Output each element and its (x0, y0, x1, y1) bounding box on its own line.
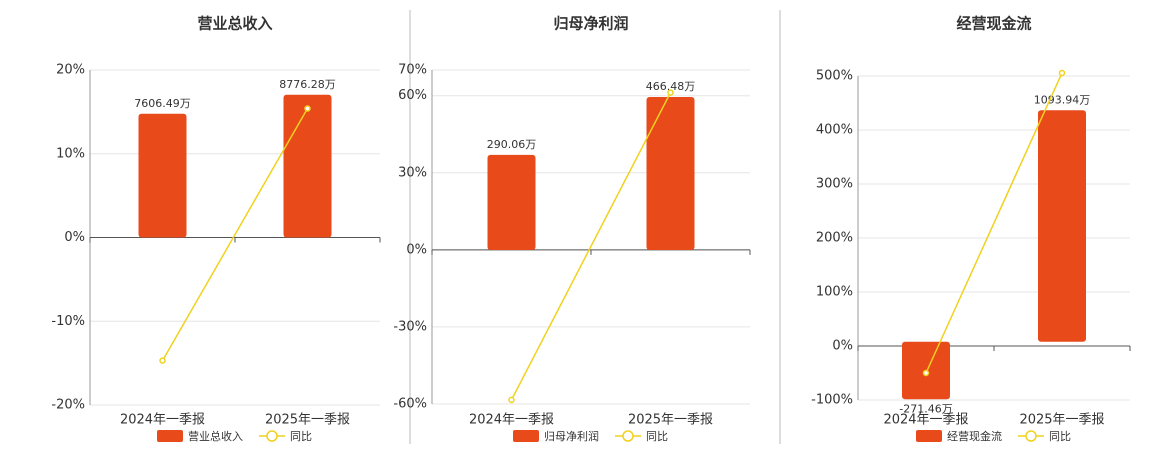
x-tick-label: 2024年一季报 (883, 413, 968, 428)
chart-title: 营业总收入 (197, 15, 272, 33)
bar (283, 94, 332, 238)
legend-label: 同比 (1049, 430, 1071, 443)
value-label: 466.48万 (646, 80, 696, 93)
legend-swatch (266, 430, 278, 442)
bar (1038, 110, 1086, 342)
legend-swatch (157, 430, 183, 442)
chart-title: 经营现金流 (956, 15, 1031, 33)
bar (138, 113, 187, 238)
yoy-line (510, 92, 672, 401)
y-tick-label: 400% (816, 123, 853, 138)
legend-swatch (916, 430, 942, 442)
yoy-point (922, 369, 930, 377)
y-tick-label: 70% (398, 63, 427, 78)
yoy-point (1058, 69, 1066, 77)
y-tick-label: -30% (393, 319, 427, 334)
y-tick-label: 20% (56, 63, 85, 78)
y-tick-label: 300% (816, 177, 853, 192)
yoy-point (159, 357, 166, 364)
yoy-point (304, 105, 311, 112)
bar (646, 97, 695, 250)
y-tick-label: -60% (393, 397, 427, 412)
legend-label: 同比 (646, 430, 668, 443)
yoy-line (161, 108, 309, 361)
yoy-point (508, 396, 515, 404)
legend-swatch (1025, 430, 1037, 442)
yoy-line (925, 72, 1063, 374)
y-tick-label: 60% (398, 88, 427, 103)
value-label: 8776.28万 (279, 78, 336, 91)
legend-label: 同比 (290, 430, 312, 443)
y-tick-label: -20% (51, 398, 85, 413)
value-label: -271.46万 (899, 402, 952, 415)
value-label: 290.06万 (487, 138, 537, 151)
x-tick-label: 2024年一季报 (120, 413, 205, 428)
value-label: 7606.49万 (134, 97, 191, 110)
bar (487, 154, 536, 250)
legend-swatch (513, 430, 539, 442)
y-tick-label: 0% (64, 230, 85, 245)
y-tick-label: 0% (406, 242, 427, 257)
legend-swatch (622, 430, 634, 442)
y-tick-label: 10% (56, 146, 85, 161)
x-tick-label: 2024年一季报 (469, 413, 554, 428)
legend-label: 经营现金流 (947, 429, 1002, 443)
x-tick-label: 2025年一季报 (265, 413, 350, 428)
y-tick-label: 200% (816, 231, 853, 246)
y-tick-label: -100% (811, 393, 853, 408)
y-tick-label: 500% (816, 69, 853, 84)
chart-title: 归母净利润 (553, 15, 628, 33)
y-tick-label: -10% (51, 314, 85, 329)
y-tick-label: 0% (832, 339, 853, 354)
y-tick-label: 30% (398, 165, 427, 180)
value-label: 1093.94万 (1034, 93, 1091, 106)
x-tick-label: 2025年一季报 (628, 413, 713, 428)
yoy-point (667, 89, 674, 96)
legend-label: 营业总收入 (188, 429, 243, 443)
legend-label: 归母净利润 (544, 429, 599, 443)
y-tick-label: 100% (816, 285, 853, 300)
x-tick-label: 2025年一季报 (1019, 413, 1104, 428)
